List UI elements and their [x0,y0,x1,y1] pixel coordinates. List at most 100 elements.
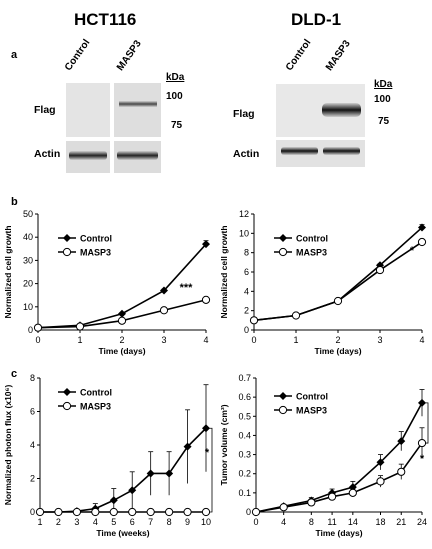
x-tick-label: 8 [309,517,314,527]
data-point-masp3 [251,507,261,517]
data-point-control [160,286,168,295]
data-point-masp3 [183,507,192,517]
blot-flag-masp3-left [114,83,161,137]
data-point-masp3 [117,316,127,325]
x-tick-label: 1 [293,335,298,345]
legend-label: Control [80,388,112,398]
data-point-masp3 [91,507,100,517]
y-tick-label: 20 [23,279,33,289]
y-axis-label: Normalized cell growth [3,225,13,318]
x-tick-label: 4 [281,517,286,527]
y-tick-label: 0.3 [238,450,251,460]
marker-100-left: 100 [166,91,183,102]
series-line-control [255,402,423,513]
lane-label-control-right: Control [283,37,314,73]
y-tick-label: 0.2 [238,469,251,479]
x-axis-label: Time (days) [98,346,145,356]
data-point-control [202,424,210,433]
x-tick-label: 0 [251,335,256,345]
western-blot-left [66,83,161,173]
series-line-control [253,226,423,322]
blot-label-actin-right: Actin [233,148,260,160]
blot-flag-control-left [66,83,110,137]
data-point-masp3 [159,306,169,315]
panel-letter-b: b [11,196,18,208]
lane-label-masp3-left: MASP3 [114,38,144,73]
legend-label: MASP3 [296,248,327,258]
data-point-masp3 [279,503,288,512]
panel-letter-c: c [11,368,18,380]
y-tick-label: 0 [244,325,249,335]
x-tick-label: 8 [167,517,172,527]
y-tick-label: 0 [28,325,33,335]
lane-label-control-left: Control [62,37,93,73]
data-point-masp3 [307,498,316,507]
actin-band-masp3-left [117,151,158,160]
data-point-control [109,496,118,505]
data-point-masp3 [165,507,174,517]
x-tick-label: 0 [253,517,258,527]
data-point-masp3 [376,477,385,486]
blot-label-flag-right: Flag [233,108,255,120]
data-point-control [128,486,137,495]
x-tick-label: 14 [348,517,358,527]
x-tick-label: 3 [74,517,79,527]
data-point-control [202,240,210,249]
x-axis-label: Time (days) [315,528,362,538]
legend-marker [278,247,288,257]
blot-label-actin-left: Actin [34,148,61,160]
y-tick-label: 50 [23,209,33,219]
series-line-masp3 [253,241,423,322]
legend-marker [63,234,71,242]
significance-bracket [425,402,429,444]
x-tick-label: 2 [335,335,340,345]
data-point-masp3 [348,488,357,497]
data-point-masp3 [33,323,43,332]
blot-label-flag-left: Flag [34,104,56,116]
data-point-masp3 [54,507,63,517]
data-point-masp3 [146,507,155,517]
data-point-masp3 [72,507,81,517]
y-tick-label: 10 [239,228,249,238]
data-point-control [376,261,384,270]
y-axis-label: Normalized cell growth [219,225,229,318]
y-axis-label: Normalized photon flux (x10⁶) [3,385,13,506]
data-point-masp3 [397,467,406,476]
data-point-masp3 [201,295,211,304]
significance-marker: * [410,245,415,257]
data-point-control [376,458,385,467]
data-point-control [183,442,192,451]
x-axis-label: Time (days) [314,346,361,356]
data-point-control [146,469,155,478]
x-tick-label: 2 [56,517,61,527]
x-tick-label: 24 [417,517,427,527]
y-tick-label: 30 [23,255,33,265]
actin-band-control-right [281,147,318,155]
y-tick-label: 0.1 [238,488,251,498]
x-tick-label: 1 [77,335,82,345]
legend-label: Control [296,392,328,402]
y-tick-label: 10 [23,302,33,312]
series-line-masp3 [255,442,423,513]
data-point-control [165,469,174,478]
actin-band-control-left [69,151,107,160]
data-point-masp3 [333,296,343,306]
data-point-control [397,437,406,446]
flag-band-masp3-right [322,103,361,117]
significance-marker: *** [180,282,194,294]
data-point-masp3 [201,507,211,517]
y-axis-label: Tumor volume (cm³) [219,404,229,485]
legend-marker [63,388,71,396]
y-tick-label: 4 [244,286,249,296]
data-point-masp3 [35,507,45,517]
y-tick-label: 12 [239,209,249,219]
x-tick-label: 3 [161,335,166,345]
y-tick-label: 0 [246,507,251,517]
x-tick-label: 18 [375,517,385,527]
x-tick-label: 5 [111,517,116,527]
x-tick-label: 21 [396,517,406,527]
legend-label: Control [296,234,328,244]
y-tick-label: 0.5 [238,411,251,421]
x-tick-label: 9 [185,517,190,527]
